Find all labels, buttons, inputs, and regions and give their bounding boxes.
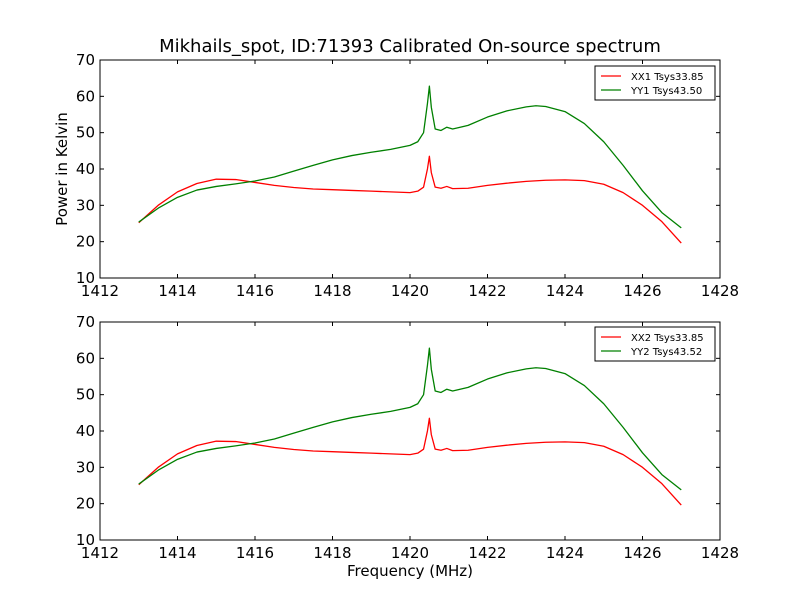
x-tick-label: 1418 bbox=[313, 282, 351, 300]
x-tick-label: 1428 bbox=[701, 282, 739, 300]
y-tick-label: 60 bbox=[76, 349, 95, 367]
y-tick-label: 10 bbox=[76, 531, 95, 549]
y-tick-label: 30 bbox=[76, 458, 95, 476]
x-tick-label: 1412 bbox=[81, 544, 119, 562]
bottom-panel: 1412 1414 1416 1418 1420 1422 1424 1426 1428 10 20… bbox=[76, 313, 739, 562]
series-line-2 bbox=[138, 85, 682, 229]
x-tick-label: 1412 bbox=[81, 282, 119, 300]
y-tick-label: 60 bbox=[76, 87, 95, 105]
x-tick-label: 1426 bbox=[623, 544, 661, 562]
legend-entry: YY1 Tsys43.50 bbox=[630, 86, 702, 97]
x-tick-label: 1420 bbox=[391, 282, 429, 300]
legend-box bbox=[594, 326, 716, 362]
x-tick-label: 1428 bbox=[701, 544, 739, 562]
y-tick-label: 20 bbox=[76, 495, 95, 513]
x-tick-label: 1426 bbox=[623, 282, 661, 300]
x-axis-label: Frequency (MHz) bbox=[347, 562, 473, 580]
x-tick-label: 1418 bbox=[313, 544, 351, 562]
y-tick-label: 70 bbox=[76, 313, 95, 331]
x-tick-label: 1422 bbox=[468, 544, 506, 562]
legend-entry: XX2 Tsys33.85 bbox=[631, 333, 704, 344]
y-tick-label: 30 bbox=[76, 196, 95, 214]
top-panel: 1412 1414 1416 1418 1420 1422 1424 1426 1428 10 20… bbox=[53, 51, 739, 300]
x-tick-label: 1416 bbox=[236, 282, 274, 300]
y-tick-label: 40 bbox=[76, 422, 95, 440]
y-tick-label: 10 bbox=[76, 269, 95, 287]
series-line-2 bbox=[138, 347, 682, 491]
y-tick-label: 20 bbox=[76, 233, 95, 251]
legend-box bbox=[594, 65, 716, 101]
x-tick-label: 1420 bbox=[391, 544, 429, 562]
x-tick-label: 1416 bbox=[236, 544, 274, 562]
x-tick-label: 1422 bbox=[468, 282, 506, 300]
x-tick-label: 1414 bbox=[158, 282, 196, 300]
y-tick-label: 40 bbox=[76, 160, 95, 178]
y-tick-label: 50 bbox=[76, 124, 95, 142]
x-tick-label: 1414 bbox=[158, 544, 196, 562]
y-tick-label: 70 bbox=[76, 51, 95, 69]
x-tick-label: 1424 bbox=[546, 544, 584, 562]
chart-title: Mikhails_spot, ID:71393 Calibrated On-so… bbox=[159, 36, 661, 57]
x-tick-label: 1424 bbox=[546, 282, 584, 300]
legend-entry: YY2 Tsys43.52 bbox=[630, 347, 702, 358]
y-tick-label: 50 bbox=[76, 386, 95, 404]
legend-entry: XX1 Tsys33.85 bbox=[631, 72, 704, 83]
y-axis-label: Power in Kelvin bbox=[53, 112, 71, 226]
